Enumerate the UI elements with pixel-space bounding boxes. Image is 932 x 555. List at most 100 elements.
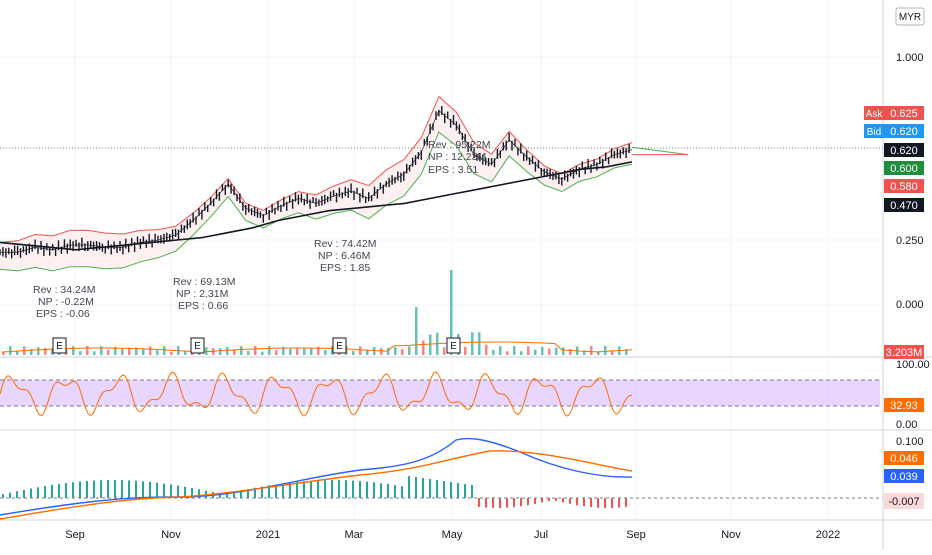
macd-histogram-bar xyxy=(107,480,109,498)
volume-bar xyxy=(387,347,390,355)
last-price-value: 0.620 xyxy=(890,145,918,157)
volume-bar xyxy=(317,346,320,355)
volume-bar xyxy=(359,346,362,355)
cloud-projection-line xyxy=(631,146,689,156)
volume-bar xyxy=(562,347,565,355)
annotation-line: NP : 2.31M xyxy=(176,288,228,300)
volume-bar xyxy=(261,351,264,355)
currency-label: MYR xyxy=(899,12,921,23)
volume-bar xyxy=(16,350,19,355)
macd-histogram-bar xyxy=(37,487,39,498)
volume-bar xyxy=(170,351,173,355)
volume-bar xyxy=(352,350,355,355)
annotation-line: EPS : 0.66 xyxy=(178,300,228,312)
macd-histogram-bar xyxy=(275,484,277,498)
macd-histogram-bar xyxy=(338,480,340,498)
volume-bar xyxy=(471,332,474,355)
ask-tag-label: Ask xyxy=(866,109,884,120)
oscillator-tick-label: 100.00 xyxy=(896,359,930,371)
histogram-value: -0.007 xyxy=(888,496,919,508)
macd-histogram-bar xyxy=(135,480,137,498)
volume-bar xyxy=(135,347,138,355)
earnings-marker[interactable]: E xyxy=(446,337,461,354)
volume-bar xyxy=(303,347,306,355)
volume-bar xyxy=(310,348,313,355)
volume-bar xyxy=(233,349,236,355)
earnings-annotations: Rev : 34.24M NP : -0.22M EPS : -0.06 Rev… xyxy=(33,139,490,320)
macd-histogram-bar xyxy=(450,482,452,498)
oscillator-value-tag: 32.93 xyxy=(884,398,924,412)
macd-histogram-bar xyxy=(191,488,193,498)
volume-bar xyxy=(275,350,278,355)
earnings-marker[interactable]: E xyxy=(190,337,205,354)
price-tick-label: 0.250 xyxy=(896,235,924,247)
last-price-tag: 0.620 xyxy=(884,143,924,157)
macd-histogram-bar xyxy=(296,481,298,498)
volume-bar xyxy=(380,348,383,355)
bid-tag-label: Bid xyxy=(867,127,881,138)
macd-histogram-bar xyxy=(359,481,361,498)
volume-bar xyxy=(464,346,467,355)
macd-panel[interactable] xyxy=(0,437,883,520)
time-tick-label: Nov xyxy=(721,529,741,541)
volume-bar xyxy=(219,348,222,355)
cloud-upper-tag: 0.580 xyxy=(884,179,924,193)
signal-line xyxy=(0,450,633,520)
volume-bar xyxy=(597,351,600,355)
macd-histogram-bar xyxy=(429,479,431,498)
macd-histogram-bar xyxy=(513,498,515,508)
earnings-marker[interactable]: E xyxy=(332,337,347,354)
macd-histogram-bar xyxy=(618,498,620,508)
volume-bar xyxy=(583,350,586,355)
macd-histogram-bar xyxy=(471,485,473,498)
volume-bar xyxy=(548,348,551,355)
earnings-annotation[interactable]: Rev : 74.42M NP : 6.46M EPS : 1.85 xyxy=(314,238,376,274)
oscillator-panel[interactable] xyxy=(0,371,880,417)
annotation-line: Rev : 95.22M xyxy=(428,139,490,151)
price-axis[interactable]: 1.000 0.250 0.000 100.00 0.00 0.100 xyxy=(896,52,930,448)
volume-bar xyxy=(128,347,131,355)
earnings-annotation[interactable]: Rev : 69.13M NP : 2.31M EPS : 0.66 xyxy=(173,276,235,312)
currency-button[interactable]: MYR xyxy=(895,7,925,26)
macd-histogram-bar xyxy=(198,489,200,498)
volume-bar xyxy=(422,340,425,355)
macd-tick-label: 0.100 xyxy=(896,436,924,448)
cloud-lower-tag: 0.600 xyxy=(884,161,924,175)
macd-histogram-bar xyxy=(478,498,480,507)
earnings-markers[interactable]: E E E E xyxy=(52,337,461,354)
volume-panel[interactable] xyxy=(1,270,633,355)
macd-histogram-bar xyxy=(366,481,368,498)
macd-histogram-bar xyxy=(282,483,284,498)
macd-histogram-bar xyxy=(247,489,249,498)
volume-bar xyxy=(499,346,502,355)
volume-bar xyxy=(100,346,103,355)
earnings-marker[interactable]: E xyxy=(52,337,67,354)
price-tick-label: 1.000 xyxy=(896,52,924,64)
volume-bar xyxy=(394,347,397,355)
cloud-upper-line xyxy=(0,95,633,243)
earnings-annotation[interactable]: Rev : 95.22M NP : 12.23M EPS : 3.51 xyxy=(428,139,490,176)
time-axis[interactable]: Sep Nov 2021 Mar May Jul Sep Nov 2022 xyxy=(65,529,840,541)
volume-bar xyxy=(205,347,208,355)
volume-bar xyxy=(247,350,250,355)
macd-histogram-bar xyxy=(597,498,599,508)
macd-histogram-bar xyxy=(30,488,32,498)
macd-histogram-bar xyxy=(2,494,4,498)
volume-bar xyxy=(296,347,299,355)
volume-bar xyxy=(114,346,117,355)
time-tick-label: 2021 xyxy=(256,529,280,541)
earnings-annotation[interactable]: Rev : 34.24M NP : -0.22M EPS : -0.06 xyxy=(33,284,95,320)
volume-bar xyxy=(121,348,124,355)
volume-bar xyxy=(282,346,285,355)
cloud-lower-value: 0.600 xyxy=(890,163,918,175)
macd-histogram-bar xyxy=(352,480,354,498)
time-tick-label: Sep xyxy=(65,529,85,541)
macd-histogram-bar xyxy=(492,498,494,508)
volume-bar xyxy=(79,351,82,355)
macd-histogram-bar xyxy=(443,481,445,498)
price-tick-label: 0.000 xyxy=(896,299,924,311)
macd-histogram-bar xyxy=(86,481,88,498)
price-panel[interactable] xyxy=(0,95,883,272)
